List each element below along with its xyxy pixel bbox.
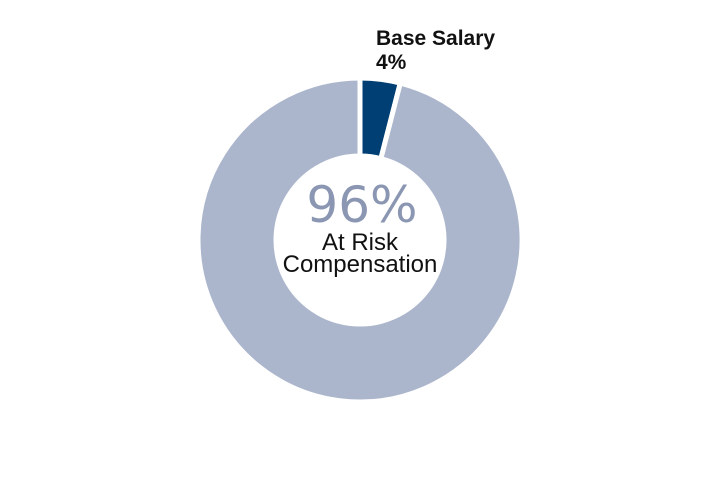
donut-slice-at-risk-compensation: [195, 75, 525, 405]
slice-value-base-salary: 4%: [376, 51, 407, 74]
donut-center: 96% At Risk Compensation: [283, 176, 438, 278]
donut-slices: [195, 75, 525, 405]
center-label-line-1: At Risk: [322, 229, 399, 256]
center-percentage: 96%: [306, 176, 417, 234]
slice-label-base-salary: Base Salary: [376, 27, 495, 50]
center-label-line-2: Compensation: [283, 251, 438, 278]
slice-callout-base-salary: Base Salary 4%: [376, 27, 495, 74]
